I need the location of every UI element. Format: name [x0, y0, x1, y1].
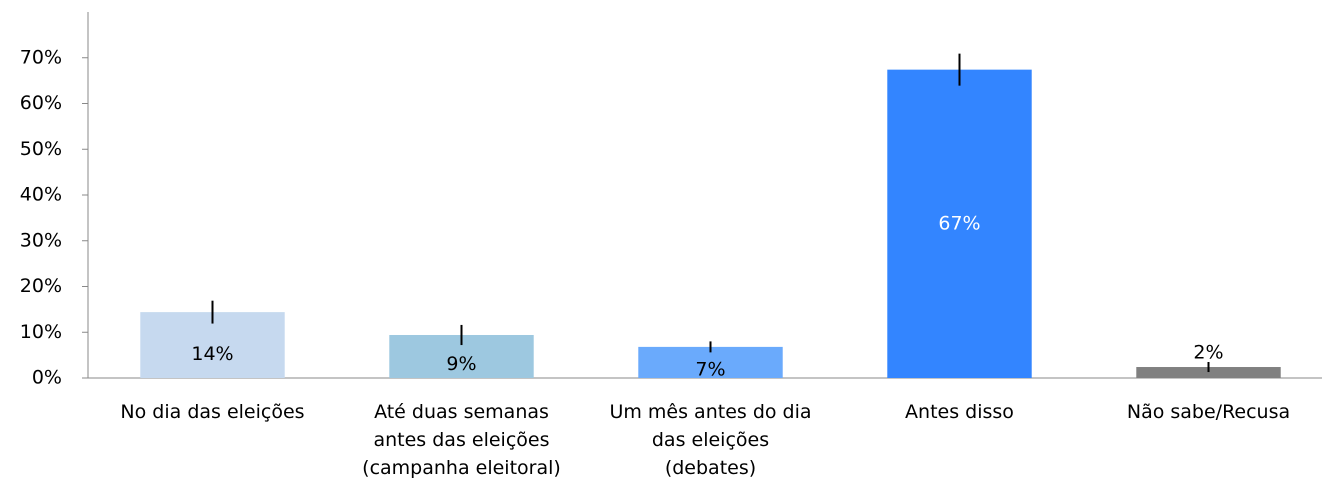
x-tick-label: Um mês antes do dia das eleições (debates): [609, 401, 811, 479]
value-label: 9%: [446, 353, 476, 375]
x-tick-label: Não sabe/Recusa: [1127, 401, 1290, 423]
y-tick-label: 0%: [32, 367, 62, 389]
y-tick-label: 10%: [20, 321, 62, 343]
bar: [1136, 367, 1281, 378]
value-label: 7%: [695, 359, 725, 381]
value-label: 67%: [938, 212, 980, 234]
value-label: 2%: [1193, 342, 1223, 364]
y-tick-label: 50%: [20, 138, 62, 160]
y-tick-label: 70%: [20, 46, 62, 68]
x-tick-label: Até duas semanas antes das eleições (campa…: [362, 401, 561, 479]
x-tick-label: No dia das eleições: [120, 401, 304, 423]
x-tick-label: Antes disso: [905, 401, 1014, 423]
y-tick-label: 60%: [20, 92, 62, 114]
y-tick-label: 40%: [20, 184, 62, 206]
y-tick-label: 20%: [20, 275, 62, 297]
y-tick-label: 30%: [20, 229, 62, 251]
bar: [887, 69, 1032, 379]
value-label: 14%: [191, 343, 233, 365]
